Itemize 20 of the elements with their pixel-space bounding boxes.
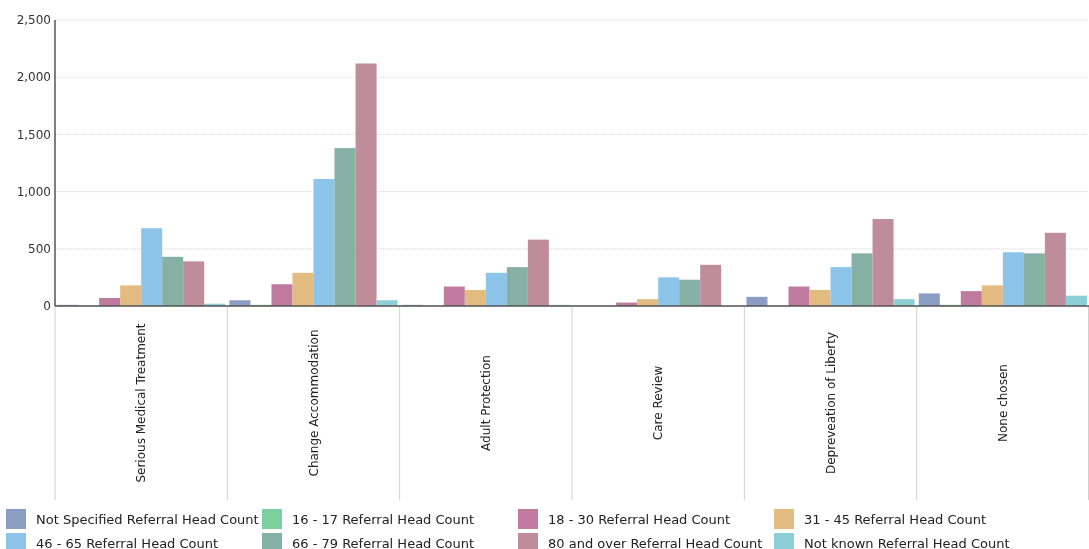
x-tick-label: Change Accommodation — [306, 329, 321, 477]
legend-label: Not Specified Referral Head Count — [36, 511, 259, 527]
legend-label: 66 - 79 Referral Head Count — [292, 535, 475, 549]
x-tick-label: Serious Medical Treatment — [134, 323, 149, 483]
legend-label: 46 - 65 Referral Head Count — [36, 535, 219, 549]
y-tick-label: 1,000 — [16, 184, 51, 199]
y-tick-label: 1,500 — [16, 127, 51, 142]
y-tick-label: 0 — [43, 299, 51, 314]
y-tick-label: 2,000 — [16, 70, 51, 85]
y-tick-label: 500 — [28, 242, 51, 256]
x-tick-label: Care Review — [651, 365, 666, 441]
legend-label: 18 - 30 Referral Head Count — [548, 511, 731, 527]
legend-label: 80 and over Referral Head Count — [548, 535, 763, 549]
y-tick-label: 2,500 — [16, 13, 51, 28]
legend-label: Not known Referral Head Count — [804, 535, 1010, 549]
x-tick-label: Adult Protection — [478, 355, 493, 451]
x-tick-label: None chosen — [995, 364, 1010, 442]
legend-label: 16 - 17 Referral Head Count — [292, 511, 475, 527]
x-tick-label: Depreveation of Liberty — [823, 331, 838, 475]
legend-label: 31 - 45 Referral Head Count — [804, 511, 987, 527]
